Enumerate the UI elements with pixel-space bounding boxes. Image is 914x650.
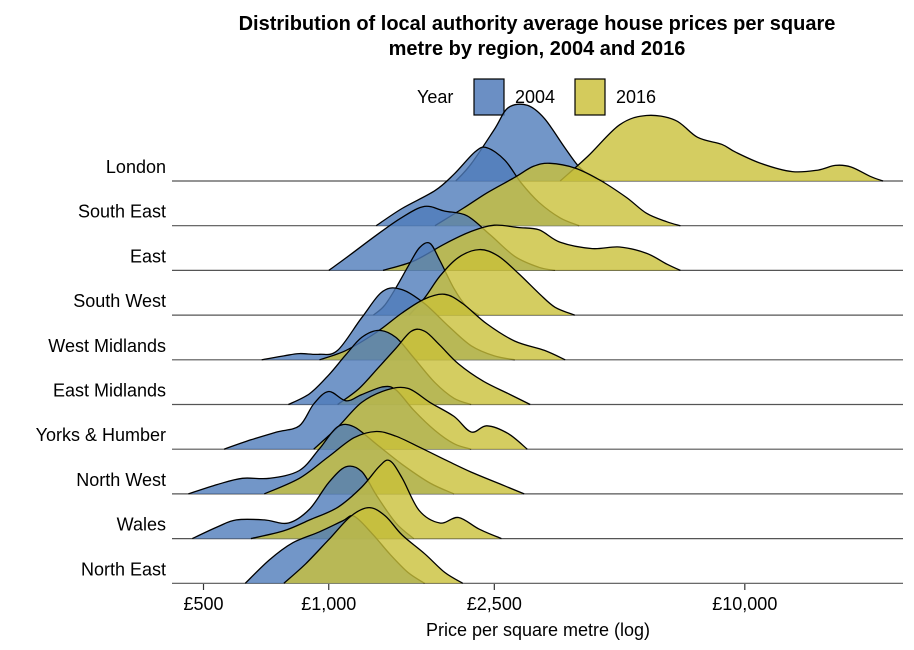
region-label-west-midlands: West Midlands [48,336,166,356]
x-axis: Price per square metre (log) £500 £1,000 £… [183,584,777,640]
region-label-east: East [130,246,166,266]
legend-swatch-2016 [574,78,606,116]
legend-label-2016: 2016 [616,87,656,107]
x-tick-label: £10,000 [712,594,777,614]
density-south-east-2016 [434,162,681,227]
density-east-midlands-2016 [337,328,531,406]
x-axis-title: Price per square metre (log) [426,620,650,640]
region-label-yorks-humber: Yorks & Humber [36,425,166,445]
region-label-london: London [106,157,166,177]
ridge-east-midlands [172,328,903,406]
x-tick-label: £2,500 [467,594,522,614]
region-label-north-west: North West [76,470,166,490]
x-tick-label: £1,000 [301,594,356,614]
x-tick-label: £500 [183,594,223,614]
region-label-east-midlands: East Midlands [53,381,166,401]
density-wales-2016 [250,459,502,540]
region-label-south-west: South West [73,291,166,311]
chart-title-line-1: Distribution of local authority average … [239,13,836,35]
region-label-wales: Wales [117,515,166,535]
legend-swatch-2004 [473,78,505,116]
density-north-east-2016 [283,506,464,584]
density-london-2016 [559,114,884,182]
region-label-south-east: South East [78,202,166,222]
density-north-west-2016 [264,430,525,495]
ridge-north-east [172,506,903,584]
region-label-north-east: North East [81,559,166,579]
legend: Year 2004 2016 [417,78,656,116]
ridges: London South East East South West West Midla… [36,103,903,584]
ridge-yorks-humber [172,385,903,450]
legend-label-2004: 2004 [515,87,555,107]
ridge-wales [172,459,903,540]
legend-title: Year [417,87,453,107]
chart-title-line-2: metre by region, 2004 and 2016 [389,38,686,60]
